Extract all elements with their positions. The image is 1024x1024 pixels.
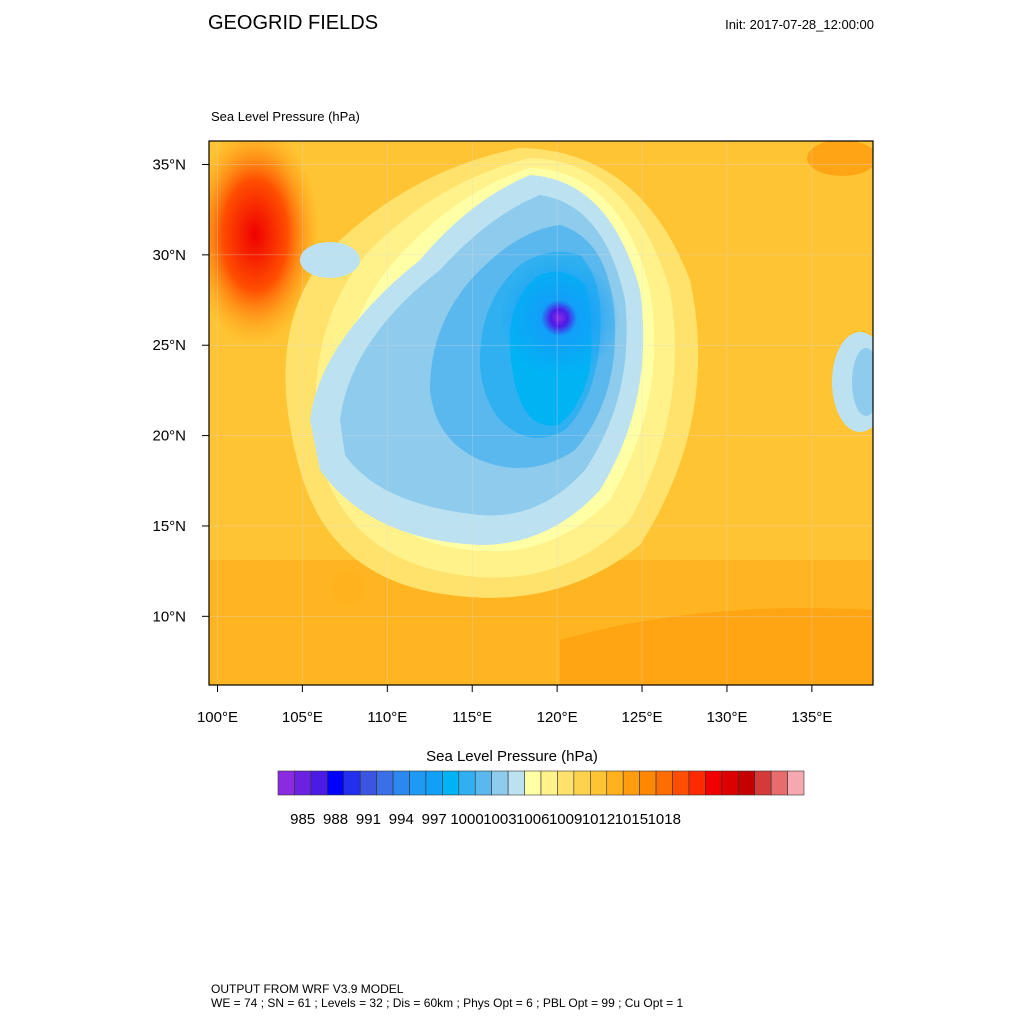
colorbar-swatch <box>787 770 805 796</box>
footer-model-line: OUTPUT FROM WRF V3.9 MODEL <box>211 982 404 996</box>
colorbar-tick-label: 1000 <box>450 811 483 828</box>
map-frame <box>208 140 874 686</box>
colorbar-swatch <box>737 770 755 796</box>
colorbar-tick-label: 1012 <box>582 811 615 828</box>
colorbar-swatch <box>343 770 361 796</box>
colorbar-swatch <box>590 770 608 796</box>
lat-lon-grid <box>209 141 873 685</box>
lat-tick-label: 25°N <box>152 337 186 354</box>
colorbar-swatch <box>392 770 410 796</box>
lon-tick-label: 135°E <box>791 709 832 726</box>
colorbar: 985 988 991 994 997 1000 1003 1006 1009 1012 1015 1… <box>277 770 805 828</box>
footer-settings-line: WE = 74 ; SN = 61 ; Levels = 32 ; Dis = … <box>211 996 684 1010</box>
lat-tick-label: 30°N <box>152 247 186 264</box>
colorbar-tick-label: 988 <box>323 811 348 828</box>
lon-tick-label: 130°E <box>706 709 747 726</box>
field-label: Sea Level Pressure (hPa) <box>211 109 360 124</box>
colorbar-swatch <box>359 770 377 796</box>
colorbar-swatch <box>277 770 295 796</box>
colorbar-swatch <box>540 770 558 796</box>
lon-tick-label: 100°E <box>197 709 238 726</box>
colorbar-swatch <box>721 770 739 796</box>
longitude-axis: 100°E 105°E 110°E 115°E 120°E 125°E 130°E 135°E <box>197 685 832 726</box>
colorbar-tick-label: 1015 <box>615 811 648 828</box>
colorbar-swatch <box>705 770 723 796</box>
lon-tick-label: 110°E <box>367 709 407 726</box>
colorbar-swatch <box>409 770 427 796</box>
colorbar-swatch <box>622 770 640 796</box>
colorbar-swatch <box>491 770 509 796</box>
pressure-field <box>209 141 873 685</box>
colorbar-swatch <box>376 770 394 796</box>
colorbar-swatch <box>327 770 345 796</box>
colorbar-swatch <box>458 770 476 796</box>
colorbar-swatch <box>770 770 788 796</box>
figure-title: GEOGRID FIELDS <box>208 12 379 34</box>
lon-tick-label: 115°E <box>452 709 492 726</box>
colorbar-tick-label: 985 <box>290 811 315 828</box>
colorbar-swatch <box>606 770 624 796</box>
colorbar-swatch <box>442 770 460 796</box>
colorbar-swatch <box>655 770 673 796</box>
colorbar-swatch <box>639 770 657 796</box>
lat-tick-label: 35°N <box>152 156 186 173</box>
lat-tick-label: 20°N <box>152 428 186 445</box>
colorbar-swatch <box>310 770 328 796</box>
colorbar-swatch <box>294 770 312 796</box>
colorbar-tick-label: 1006 <box>516 811 549 828</box>
lat-tick-label: 10°N <box>152 608 186 625</box>
colorbar-swatch <box>672 770 690 796</box>
colorbar-tick-label: 1009 <box>549 811 582 828</box>
colorbar-swatch <box>524 770 542 796</box>
colorbar-swatch <box>507 770 525 796</box>
colorbar-tick-label: 997 <box>422 811 447 828</box>
colorbar-tick-label: 991 <box>356 811 381 828</box>
init-time-label: Init: 2017-07-28_12:00:00 <box>725 17 874 32</box>
colorbar-swatch <box>754 770 772 796</box>
colorbar-swatch <box>474 770 492 796</box>
colorbar-swatch <box>688 770 706 796</box>
lat-tick-label: 15°N <box>152 518 186 535</box>
latitude-axis: 35°N 30°N 25°N 20°N 15°N 10°N <box>152 156 209 625</box>
lon-tick-label: 105°E <box>282 709 323 726</box>
colorbar-tick-label: 994 <box>389 811 414 828</box>
colorbar-swatch <box>425 770 443 796</box>
lon-tick-label: 125°E <box>622 709 663 726</box>
colorbar-swatch <box>557 770 575 796</box>
colorbar-title: Sea Level Pressure (hPa) <box>426 748 598 765</box>
lon-tick-label: 120°E <box>537 709 578 726</box>
colorbar-tick-label: 1003 <box>483 811 516 828</box>
colorbar-tick-label: 1018 <box>648 811 681 828</box>
colorbar-swatch <box>573 770 591 796</box>
